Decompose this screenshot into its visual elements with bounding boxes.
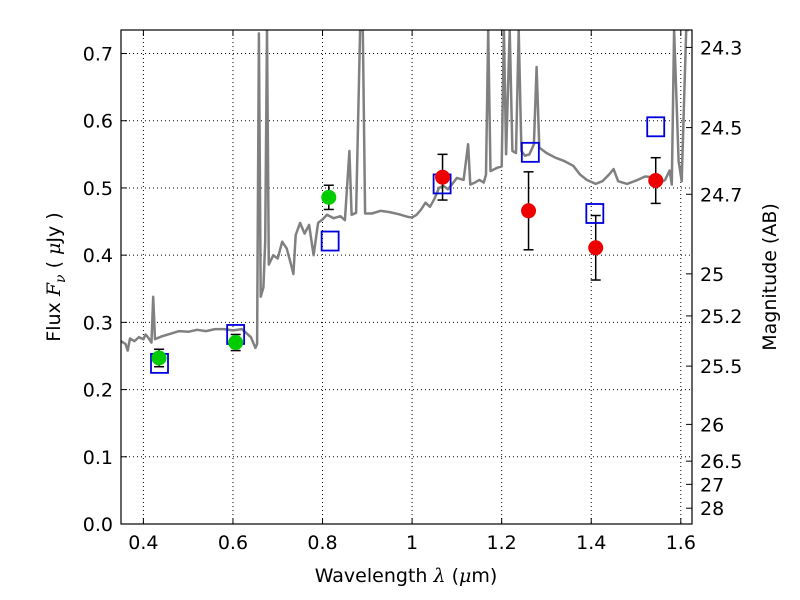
green-point	[228, 335, 244, 351]
y2-tick-label: 24.3	[700, 37, 742, 59]
model-spectrum-layer	[121, 30, 689, 352]
model-photometry-square	[646, 116, 666, 138]
data-points-layer	[150, 116, 666, 374]
y-tick-label: 0.7	[83, 44, 113, 66]
plot-border	[120, 29, 693, 525]
axis-ticks: 0.4 0.6 0.8 1 1.2 1.4 1.6 0.0 0.1 0.2 0.3 0.4 0.5 0.6…	[83, 30, 742, 554]
red-point	[648, 173, 664, 189]
plot-frame	[120, 29, 693, 525]
red-point	[435, 169, 451, 185]
y2-tick-label: 24.5	[700, 118, 742, 140]
y-axis-label: Flux Fν ( μJy )	[43, 212, 69, 341]
model-photometry-square	[585, 203, 605, 224]
red-point	[521, 203, 537, 219]
y2-tick-label: 26	[700, 414, 724, 436]
y-tick-label: 0.0	[83, 514, 113, 536]
x-tick-label: 1	[406, 532, 418, 554]
x-tick-label: 1.4	[576, 532, 606, 554]
grid	[121, 30, 692, 524]
x-axis-label: Wavelength λ (μm)	[315, 565, 498, 587]
y-tick-label: 0.4	[83, 245, 113, 267]
y-tick-label: 0.6	[83, 111, 113, 133]
y2-tick-label: 26.5	[700, 451, 742, 473]
model-photometry-square	[520, 141, 540, 163]
y-tick-label: 0.5	[83, 178, 113, 200]
red-point	[588, 240, 604, 256]
green-point	[151, 350, 167, 366]
x-tick-label: 0.4	[128, 532, 158, 554]
y2-tick-label: 24.7	[700, 184, 742, 206]
y-tick-label: 0.1	[83, 447, 113, 469]
x-tick-label: 1.6	[666, 532, 696, 554]
y2-tick-label: 25.2	[700, 306, 742, 328]
y2-tick-label: 28	[700, 498, 724, 520]
model-spectrum-line	[121, 30, 689, 352]
x-tick-label: 0.6	[218, 532, 248, 554]
y-tick-label: 0.2	[83, 380, 113, 402]
x-tick-label: 0.8	[307, 532, 337, 554]
y-tick-label: 0.3	[83, 312, 113, 334]
y2-tick-label: 25	[700, 264, 724, 286]
model-photometry-square	[320, 230, 340, 252]
x-tick-label: 1.2	[487, 532, 517, 554]
green-point	[321, 189, 337, 205]
y2-tick-label: 27	[700, 474, 724, 496]
y2-axis-label: Magnitude (AB)	[759, 203, 781, 351]
y2-tick-label: 25.5	[700, 356, 742, 378]
